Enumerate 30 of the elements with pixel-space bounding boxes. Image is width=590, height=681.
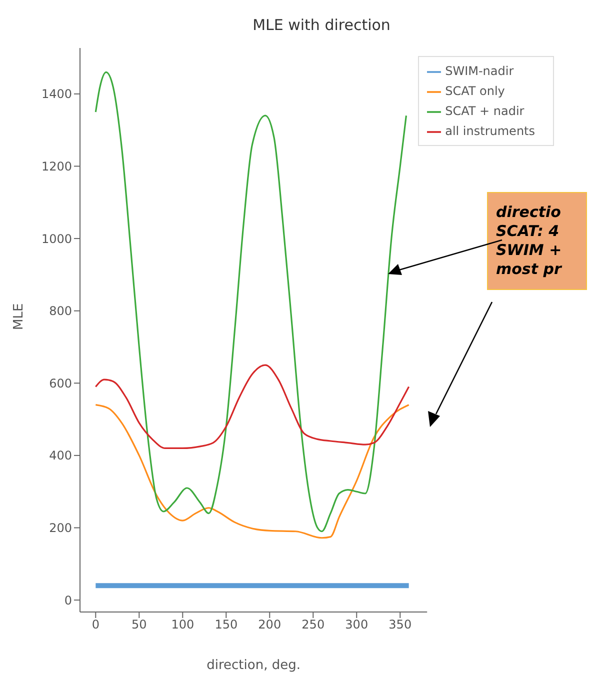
x-tick-label: 0 bbox=[92, 618, 100, 632]
y-tick-label: 600 bbox=[49, 376, 72, 390]
y-axis-title: MLE bbox=[12, 303, 27, 330]
line-series bbox=[94, 364, 410, 450]
legend-label: all instruments bbox=[445, 124, 535, 138]
x-tick-label: 300 bbox=[345, 618, 368, 632]
y-tick-label: 200 bbox=[49, 521, 72, 536]
line-series bbox=[94, 71, 408, 532]
x-axis-title: direction, deg. bbox=[206, 658, 300, 673]
legend-label: SCAT + nadir bbox=[445, 104, 524, 118]
legend-label: SCAT only bbox=[445, 84, 505, 98]
y-tick-label: 1200 bbox=[41, 159, 72, 174]
text: SCAT: 4 bbox=[496, 222, 560, 241]
y-tick-label: 400 bbox=[49, 448, 72, 463]
text: SWIM + bbox=[496, 241, 563, 260]
legend-label: SWIM-nadir bbox=[445, 64, 514, 78]
x-tick-label: 100 bbox=[171, 618, 194, 632]
y-tick-label: 0 bbox=[64, 593, 72, 608]
y-tick-label: 1400 bbox=[41, 87, 72, 102]
line-series bbox=[94, 404, 410, 539]
text: directio bbox=[496, 203, 562, 222]
x-tick-label: 350 bbox=[388, 618, 412, 632]
text: most pr bbox=[496, 260, 564, 279]
x-tick-label: 200 bbox=[258, 618, 282, 632]
chart-title: MLE with direction bbox=[252, 16, 392, 34]
y-tick-label: 1000 bbox=[41, 232, 72, 246]
y-tick-label: 800 bbox=[49, 304, 72, 318]
x-tick-label: 50 bbox=[132, 618, 147, 632]
x-tick-label: 150 bbox=[214, 618, 238, 632]
x-tick-label: 250 bbox=[302, 618, 325, 632]
